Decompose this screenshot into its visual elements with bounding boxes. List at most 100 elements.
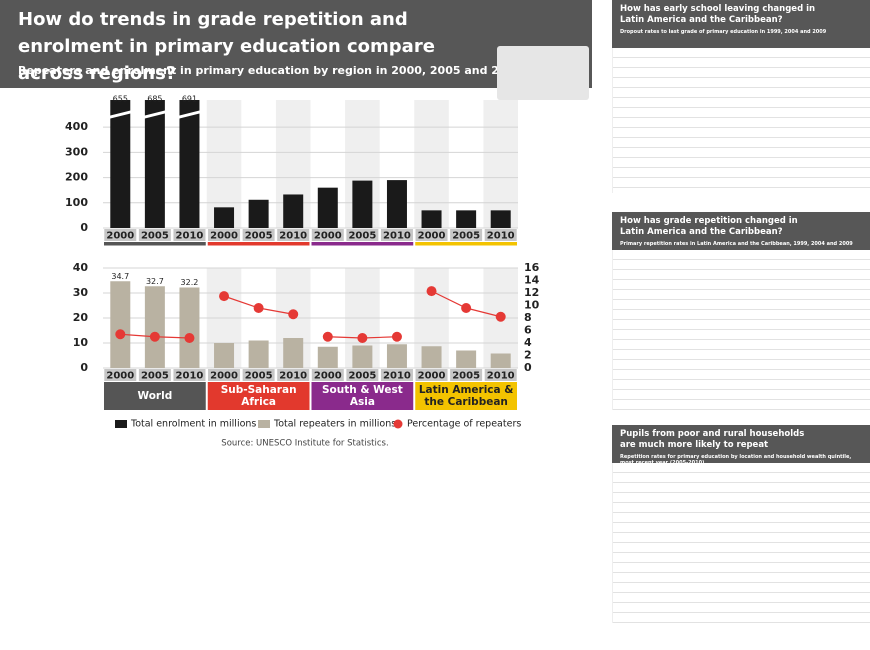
dot	[184, 333, 195, 343]
x-tick-label: 2000	[210, 231, 238, 242]
bar	[179, 287, 200, 368]
group-underline	[415, 242, 517, 246]
year-box	[138, 229, 171, 241]
group-label: South & West Asia	[321, 384, 403, 408]
y2-tick-label: 0	[524, 361, 532, 374]
group-label-box: South & West Asia	[321, 384, 403, 408]
year-box	[173, 229, 206, 241]
x-tick-label: 2000	[210, 371, 238, 382]
panel-title: How has grade repetition changed in Lati…	[620, 216, 798, 237]
group-label-box: World	[138, 390, 173, 402]
y2-tick-label: 2	[524, 349, 532, 362]
year-box	[208, 229, 241, 241]
y2-tick-label: 16	[524, 261, 540, 274]
group-box	[104, 382, 206, 410]
panel-body	[612, 48, 870, 193]
year-box	[104, 369, 137, 381]
bar	[456, 350, 477, 368]
year-box	[277, 229, 310, 241]
bar	[352, 180, 373, 228]
group-label: Sub-Saharan Africa	[220, 384, 297, 408]
panel-body	[612, 463, 870, 623]
y2-tick-label: 8	[524, 311, 532, 324]
y-tick-label: 100	[65, 196, 88, 209]
dot	[461, 303, 472, 313]
bar	[421, 210, 442, 228]
y-tick-label: 400	[65, 120, 88, 133]
bar	[490, 353, 511, 368]
year-box	[311, 369, 344, 381]
source: Source: UNESCO Institute for Statistics.	[221, 439, 388, 449]
x-tick-label: 2005	[348, 231, 376, 242]
group-underline	[311, 242, 414, 246]
bar	[110, 281, 131, 368]
panel-header: Pupils from poor and rural households ar…	[612, 425, 870, 466]
year-box	[242, 369, 275, 381]
year-box	[173, 369, 206, 381]
legend-label: Percentage of repeaters	[407, 419, 521, 430]
panel-title: Pupils from poor and rural households ar…	[620, 429, 805, 450]
value-label: 655	[113, 95, 128, 104]
bar	[179, 100, 200, 228]
x-tick-label: 2005	[452, 231, 480, 242]
year-box	[415, 229, 448, 241]
x-tick-label: 2005	[245, 231, 273, 242]
y-tick-label: 0	[80, 221, 88, 234]
value-label: 34.7	[111, 272, 129, 281]
y2-tick-label: 6	[524, 324, 532, 337]
bar-break	[142, 110, 167, 119]
year-box	[346, 369, 379, 381]
x-tick-label: 2010	[487, 231, 515, 242]
panel-subtitle: Repetition rates for primary education b…	[620, 454, 852, 466]
dot	[495, 311, 506, 322]
bar	[421, 346, 442, 368]
panel-subtitle: Dropout rates to last grade of primary e…	[620, 29, 827, 35]
dot	[426, 286, 437, 297]
year-box	[277, 369, 310, 381]
year-box	[242, 229, 275, 241]
y-tick-label: 300	[65, 145, 88, 158]
x-tick-label: 2010	[279, 231, 307, 242]
bar	[352, 345, 373, 368]
x-tick-label: 2005	[348, 371, 376, 382]
y-tick-label: 10	[73, 336, 89, 349]
legend-label: Total repeaters in millions	[273, 419, 396, 430]
y-tick-label: 30	[73, 286, 89, 299]
y2-tick-label: 4	[524, 336, 532, 349]
group-underline	[104, 242, 206, 246]
panel: How has grade repetition changed in Lati…	[612, 212, 870, 410]
year-box	[104, 229, 137, 241]
panel-title: How has early school leaving changed in …	[620, 4, 816, 25]
bar	[214, 207, 235, 228]
x-tick-label: 2010	[176, 231, 204, 242]
y-tick-label: 0	[80, 361, 88, 374]
bar	[144, 100, 165, 228]
group-box	[415, 382, 517, 410]
panel-subtitle: Primary repetition rates in Latin Americ…	[620, 241, 853, 247]
x-tick-label: 2010	[279, 371, 307, 382]
plot-area	[110, 100, 511, 228]
bar	[214, 343, 235, 368]
legend-label: Total enrolment in millions	[130, 419, 256, 430]
year-box	[450, 369, 483, 381]
x-tick-label: 2010	[487, 371, 515, 382]
header: How do trends in grade repetition and en…	[0, 0, 592, 100]
year-box	[484, 229, 517, 241]
panel-body	[612, 250, 870, 410]
bar	[283, 338, 304, 368]
band-shade	[483, 100, 518, 228]
y2-tick-label: 14	[524, 274, 540, 287]
value-label: 32.2	[181, 278, 199, 287]
group-box	[207, 382, 310, 410]
group-underline	[207, 242, 310, 246]
y2-tick-label: 12	[524, 286, 539, 299]
year-box	[346, 229, 379, 241]
bar	[317, 346, 338, 368]
year-box	[138, 369, 171, 381]
legend-swatch	[115, 420, 127, 428]
panel: Pupils from poor and rural households ar…	[612, 425, 870, 623]
bar	[283, 194, 304, 228]
x-tick-label: 2005	[245, 371, 273, 382]
dot	[219, 291, 230, 302]
